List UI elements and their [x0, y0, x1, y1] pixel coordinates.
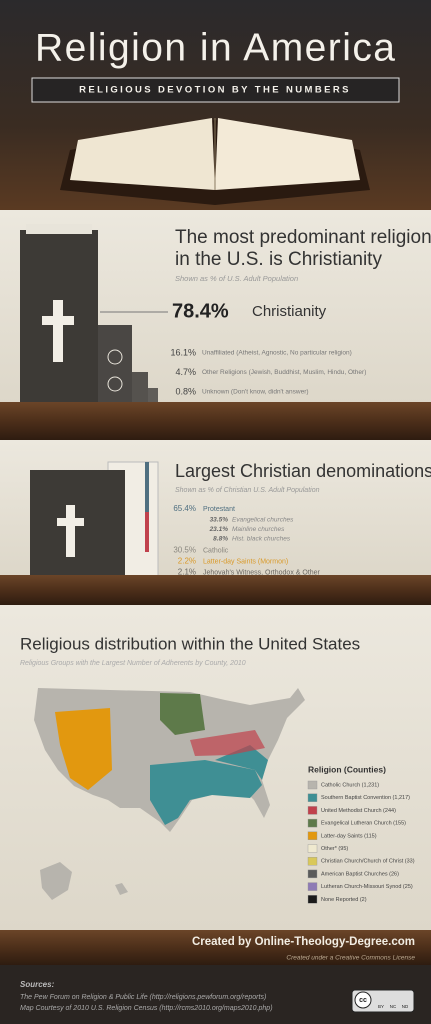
cross — [57, 518, 84, 526]
sub-label: Mainline churches — [232, 526, 285, 533]
sub-percent: 23.1% — [209, 526, 229, 533]
label: Christianity — [252, 303, 327, 320]
section-note: Religious Groups with the Largest Number… — [20, 660, 246, 667]
legend-label: None Reported (2) — [321, 897, 367, 903]
symbol — [107, 349, 123, 365]
legend-label: Evangelical Lutheran Church (155) — [321, 821, 406, 827]
label: Protestant — [203, 506, 235, 513]
source: The Pew Forum on Religion & Public Life … — [20, 994, 266, 1001]
percent: 0.8% — [175, 386, 196, 396]
cross — [66, 505, 75, 557]
source: Map Courtesy of 2010 U.S. Religion Censu… — [20, 1005, 273, 1012]
legend-label: American Baptist Churches (26) — [321, 871, 399, 877]
section-note: Shown as % of U.S. Adult Population — [175, 274, 298, 283]
legend-label: Southern Baptist Convention (1,217) — [321, 795, 410, 801]
percent: 2.1% — [178, 568, 196, 577]
map-region — [215, 745, 268, 780]
license: Created under a Creative Commons License — [286, 955, 415, 962]
legend-swatch — [307, 793, 318, 802]
cc-term: ND — [402, 1004, 409, 1009]
map-region — [190, 730, 265, 756]
legend-swatch — [307, 882, 318, 891]
subtitle: RELIGIOUS DEVOTION BY THE NUMBERS — [79, 85, 351, 96]
symbol — [107, 376, 123, 392]
book — [148, 388, 158, 405]
legend-swatch — [307, 895, 318, 904]
credit: Created by Online-Theology-Degree.com — [192, 936, 415, 948]
book-pages — [26, 224, 92, 234]
sub-label: Hist. black churches — [232, 536, 291, 543]
bible-page-left — [70, 118, 215, 190]
map-region — [160, 693, 205, 735]
legend-title: Religion (Counties) — [308, 764, 386, 774]
sub-percent: 33.5% — [210, 517, 229, 524]
section-note: Shown as % of Christian U.S. Adult Popul… — [175, 487, 320, 494]
cc-term: NC — [390, 1004, 397, 1009]
legend-label: Latter-day Saints (115) — [321, 833, 377, 839]
legend-label: Other* (95) — [321, 846, 348, 852]
label: Unaffiliated (Atheist, Agnostic, No part… — [202, 350, 352, 357]
section-title: in the U.S. is Christianity — [175, 249, 382, 270]
book — [98, 325, 132, 405]
section-3: Religious distribution within the United… — [20, 634, 415, 904]
footer: Created by Online-Theology-Degree.com Cre… — [20, 936, 415, 1012]
shelf — [0, 402, 431, 440]
map-region — [55, 708, 112, 790]
label: Latter-day Saints (Mormon) — [203, 558, 288, 565]
label: Unknown (Don't know, didn't answer) — [202, 389, 309, 396]
legend-swatch — [307, 831, 318, 840]
label: Other Religions (Jewish, Buddhist, Musli… — [202, 369, 366, 376]
legend-swatch — [307, 780, 318, 790]
section-title: Religious distribution within the United… — [20, 634, 360, 653]
cross — [42, 316, 74, 325]
cross — [53, 300, 63, 362]
title: Religion in America — [35, 26, 395, 69]
label: Jehovah's Witness, Orthodox & Other — [203, 569, 321, 576]
shelf — [0, 930, 431, 965]
percent: 78.4% — [172, 300, 229, 322]
sources-title: Sources: — [20, 980, 55, 989]
book — [132, 372, 148, 405]
legend-swatch — [307, 844, 318, 853]
percent: 4.7% — [175, 367, 196, 377]
percent: 2.2% — [178, 557, 196, 566]
alaska — [40, 862, 72, 900]
percent: 65.4% — [173, 504, 196, 513]
legend-label: Christian Church/Church of Christ (33) — [321, 859, 415, 865]
section-2: Largest Christian denominations Shown as … — [173, 461, 431, 577]
hawaii — [115, 883, 128, 895]
label: Catholic — [203, 547, 229, 554]
bible-page-right — [215, 118, 360, 190]
subtitle-box — [31, 77, 400, 103]
legend-label: Lutheran Church-Missouri Synod (25) — [321, 884, 413, 890]
cc-logo-text: cc — [359, 997, 367, 1004]
legend-label: Catholic Church (1,231) — [321, 782, 379, 788]
shelf — [0, 575, 431, 605]
cc-logo — [354, 991, 372, 1009]
sub-label: Evangelical churches — [232, 517, 294, 524]
legend-swatch — [307, 857, 318, 866]
section-title: Largest Christian denominations — [175, 461, 431, 481]
legend-swatch — [307, 818, 318, 828]
section-title: The most predominant religion — [175, 227, 431, 248]
bookmark — [145, 462, 149, 512]
book — [30, 470, 125, 595]
bookmark — [145, 512, 149, 552]
cc-term: BY — [378, 1004, 384, 1009]
percent: 30.5% — [173, 546, 196, 555]
percent: 16.1% — [170, 347, 196, 357]
map-region — [150, 760, 262, 825]
sub-percent: 8.8% — [213, 536, 228, 543]
legend-swatch — [307, 869, 318, 879]
legend-swatch — [307, 806, 318, 815]
legend-label: United Methodist Church (244) — [321, 808, 396, 814]
